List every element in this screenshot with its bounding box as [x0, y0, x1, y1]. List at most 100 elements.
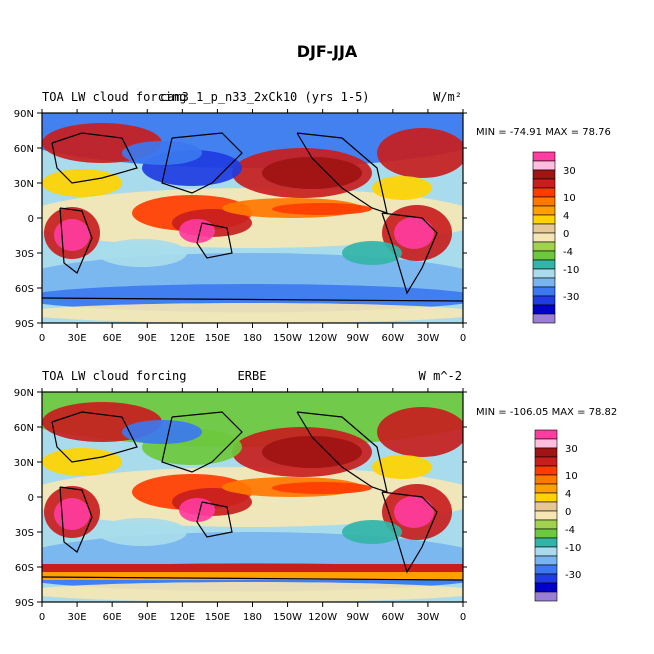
- x-tick-label: 0: [460, 612, 466, 623]
- colorbar-label: 0: [565, 507, 571, 518]
- colorbar-label: -30: [565, 570, 581, 581]
- field-region: [42, 582, 463, 602]
- panel-2-map: [42, 392, 463, 602]
- field-region: [42, 564, 463, 572]
- field-region: [372, 455, 432, 479]
- colorbar-label: 30: [565, 444, 578, 455]
- coastline: [196, 501, 233, 538]
- colorbar-swatch: [534, 438, 558, 449]
- y-tick-label: 90N: [14, 109, 34, 120]
- panel-1-stats: MIN = -74.91 MAX = 78.76: [476, 127, 611, 138]
- colorbar-swatch: [534, 456, 558, 467]
- colorbar-label: 10: [565, 471, 578, 482]
- y-tick-label: 30S: [15, 528, 34, 539]
- x-tick-label: 180: [243, 333, 262, 344]
- coastline: [196, 222, 233, 259]
- field-region: [97, 518, 187, 546]
- y-tick-label: 60S: [15, 563, 34, 574]
- panel-1-colorbar: 30 10 4 0 -4 -10 -30: [532, 151, 579, 324]
- colorbar-swatch: [534, 429, 558, 440]
- field-region: [42, 303, 463, 323]
- colorbar-label: 4: [563, 211, 569, 222]
- field-region: [342, 241, 402, 265]
- panel-2-ticks: 0 30E 60E 90E 120E 150E 180 150W 120W 90W 60W 30W 09…: [14, 388, 467, 623]
- colorbar-label: -4: [563, 247, 573, 258]
- y-tick-label: 0: [28, 493, 34, 504]
- x-tick-label: 150W: [273, 333, 302, 344]
- y-tick-label: 90N: [14, 388, 34, 399]
- field-region: [97, 239, 187, 267]
- field-region: [54, 498, 90, 530]
- y-tick-label: 60N: [14, 423, 34, 434]
- colorbar-swatch: [532, 241, 556, 252]
- field-region: [394, 496, 434, 528]
- x-tick-label: 90E: [138, 333, 157, 344]
- colorbar-swatch: [534, 591, 558, 602]
- colorbar-swatch: [534, 564, 558, 575]
- x-tick-label: 30W: [417, 333, 440, 344]
- x-tick-label: 60W: [382, 333, 405, 344]
- x-tick-label: 90W: [346, 333, 369, 344]
- field-region: [122, 141, 202, 165]
- colorbar-swatch: [532, 187, 556, 198]
- panel-1-title: TOA LW cloud forcing: [42, 90, 187, 104]
- colorbar-label: -4: [565, 525, 575, 536]
- colorbar-swatch: [532, 295, 556, 306]
- coastline: [296, 132, 388, 214]
- y-tick-label: 90S: [15, 319, 34, 330]
- y-tick-label: 30N: [14, 458, 34, 469]
- panel-2-title: TOA LW cloud forcing: [42, 369, 187, 383]
- field-region: [272, 482, 372, 494]
- x-tick-label: 120E: [170, 333, 195, 344]
- x-tick-label: 90E: [138, 612, 157, 623]
- panel-1-units: W/m²: [433, 90, 462, 104]
- colorbar-swatch: [532, 151, 556, 162]
- coastline: [161, 411, 243, 473]
- colorbar-swatch: [532, 178, 556, 189]
- field-region: [122, 420, 202, 444]
- x-tick-label: 60E: [103, 333, 122, 344]
- panel-1: TOA LW cloud forcing cam3_1_p_n33_2xCk10…: [14, 90, 611, 344]
- colorbar-swatch: [532, 160, 556, 171]
- field-region: [42, 169, 122, 197]
- x-tick-label: 30W: [417, 612, 440, 623]
- x-tick-label: 120W: [308, 612, 337, 623]
- x-tick-label: 150E: [205, 333, 230, 344]
- x-tick-label: 0: [39, 612, 45, 623]
- coastline: [59, 486, 93, 553]
- colorbar-swatch: [534, 501, 558, 512]
- field-region: [377, 407, 463, 457]
- x-tick-label: 90W: [346, 612, 369, 623]
- field-region: [342, 520, 402, 544]
- field-region: [54, 219, 90, 251]
- coastline: [381, 212, 438, 295]
- x-tick-label: 150E: [205, 612, 230, 623]
- coastline: [59, 207, 93, 274]
- colorbar-label: 4: [565, 489, 571, 500]
- field-region: [394, 217, 434, 249]
- coastline: [161, 132, 243, 194]
- panel-2-stats: MIN = -106.05 MAX = 78.82: [476, 407, 617, 418]
- field-region: [42, 448, 122, 476]
- colorbar-swatch: [532, 277, 556, 288]
- field-region: [372, 176, 432, 200]
- colorbar-swatch: [534, 474, 558, 485]
- colorbar-swatch: [532, 169, 556, 180]
- y-tick-label: 30N: [14, 179, 34, 190]
- x-tick-label: 150W: [273, 612, 302, 623]
- coastline: [42, 576, 463, 581]
- y-tick-label: 0: [28, 214, 34, 225]
- coastline: [381, 491, 438, 574]
- colorbar-swatch: [532, 286, 556, 297]
- panel-1-ticks: 0 30E 60E 90E 120E 150E 180 150W 120W 90W 60W 30W 09…: [14, 109, 467, 344]
- colorbar-swatch: [534, 510, 558, 521]
- coastline: [51, 411, 138, 463]
- colorbar-label: 10: [563, 193, 576, 204]
- field-region: [377, 128, 463, 178]
- colorbar-swatch: [534, 528, 558, 539]
- field-region: [262, 436, 362, 468]
- field-region: [42, 572, 463, 580]
- colorbar-label: 30: [563, 166, 576, 177]
- panel-2-units: W m^-2: [419, 369, 462, 383]
